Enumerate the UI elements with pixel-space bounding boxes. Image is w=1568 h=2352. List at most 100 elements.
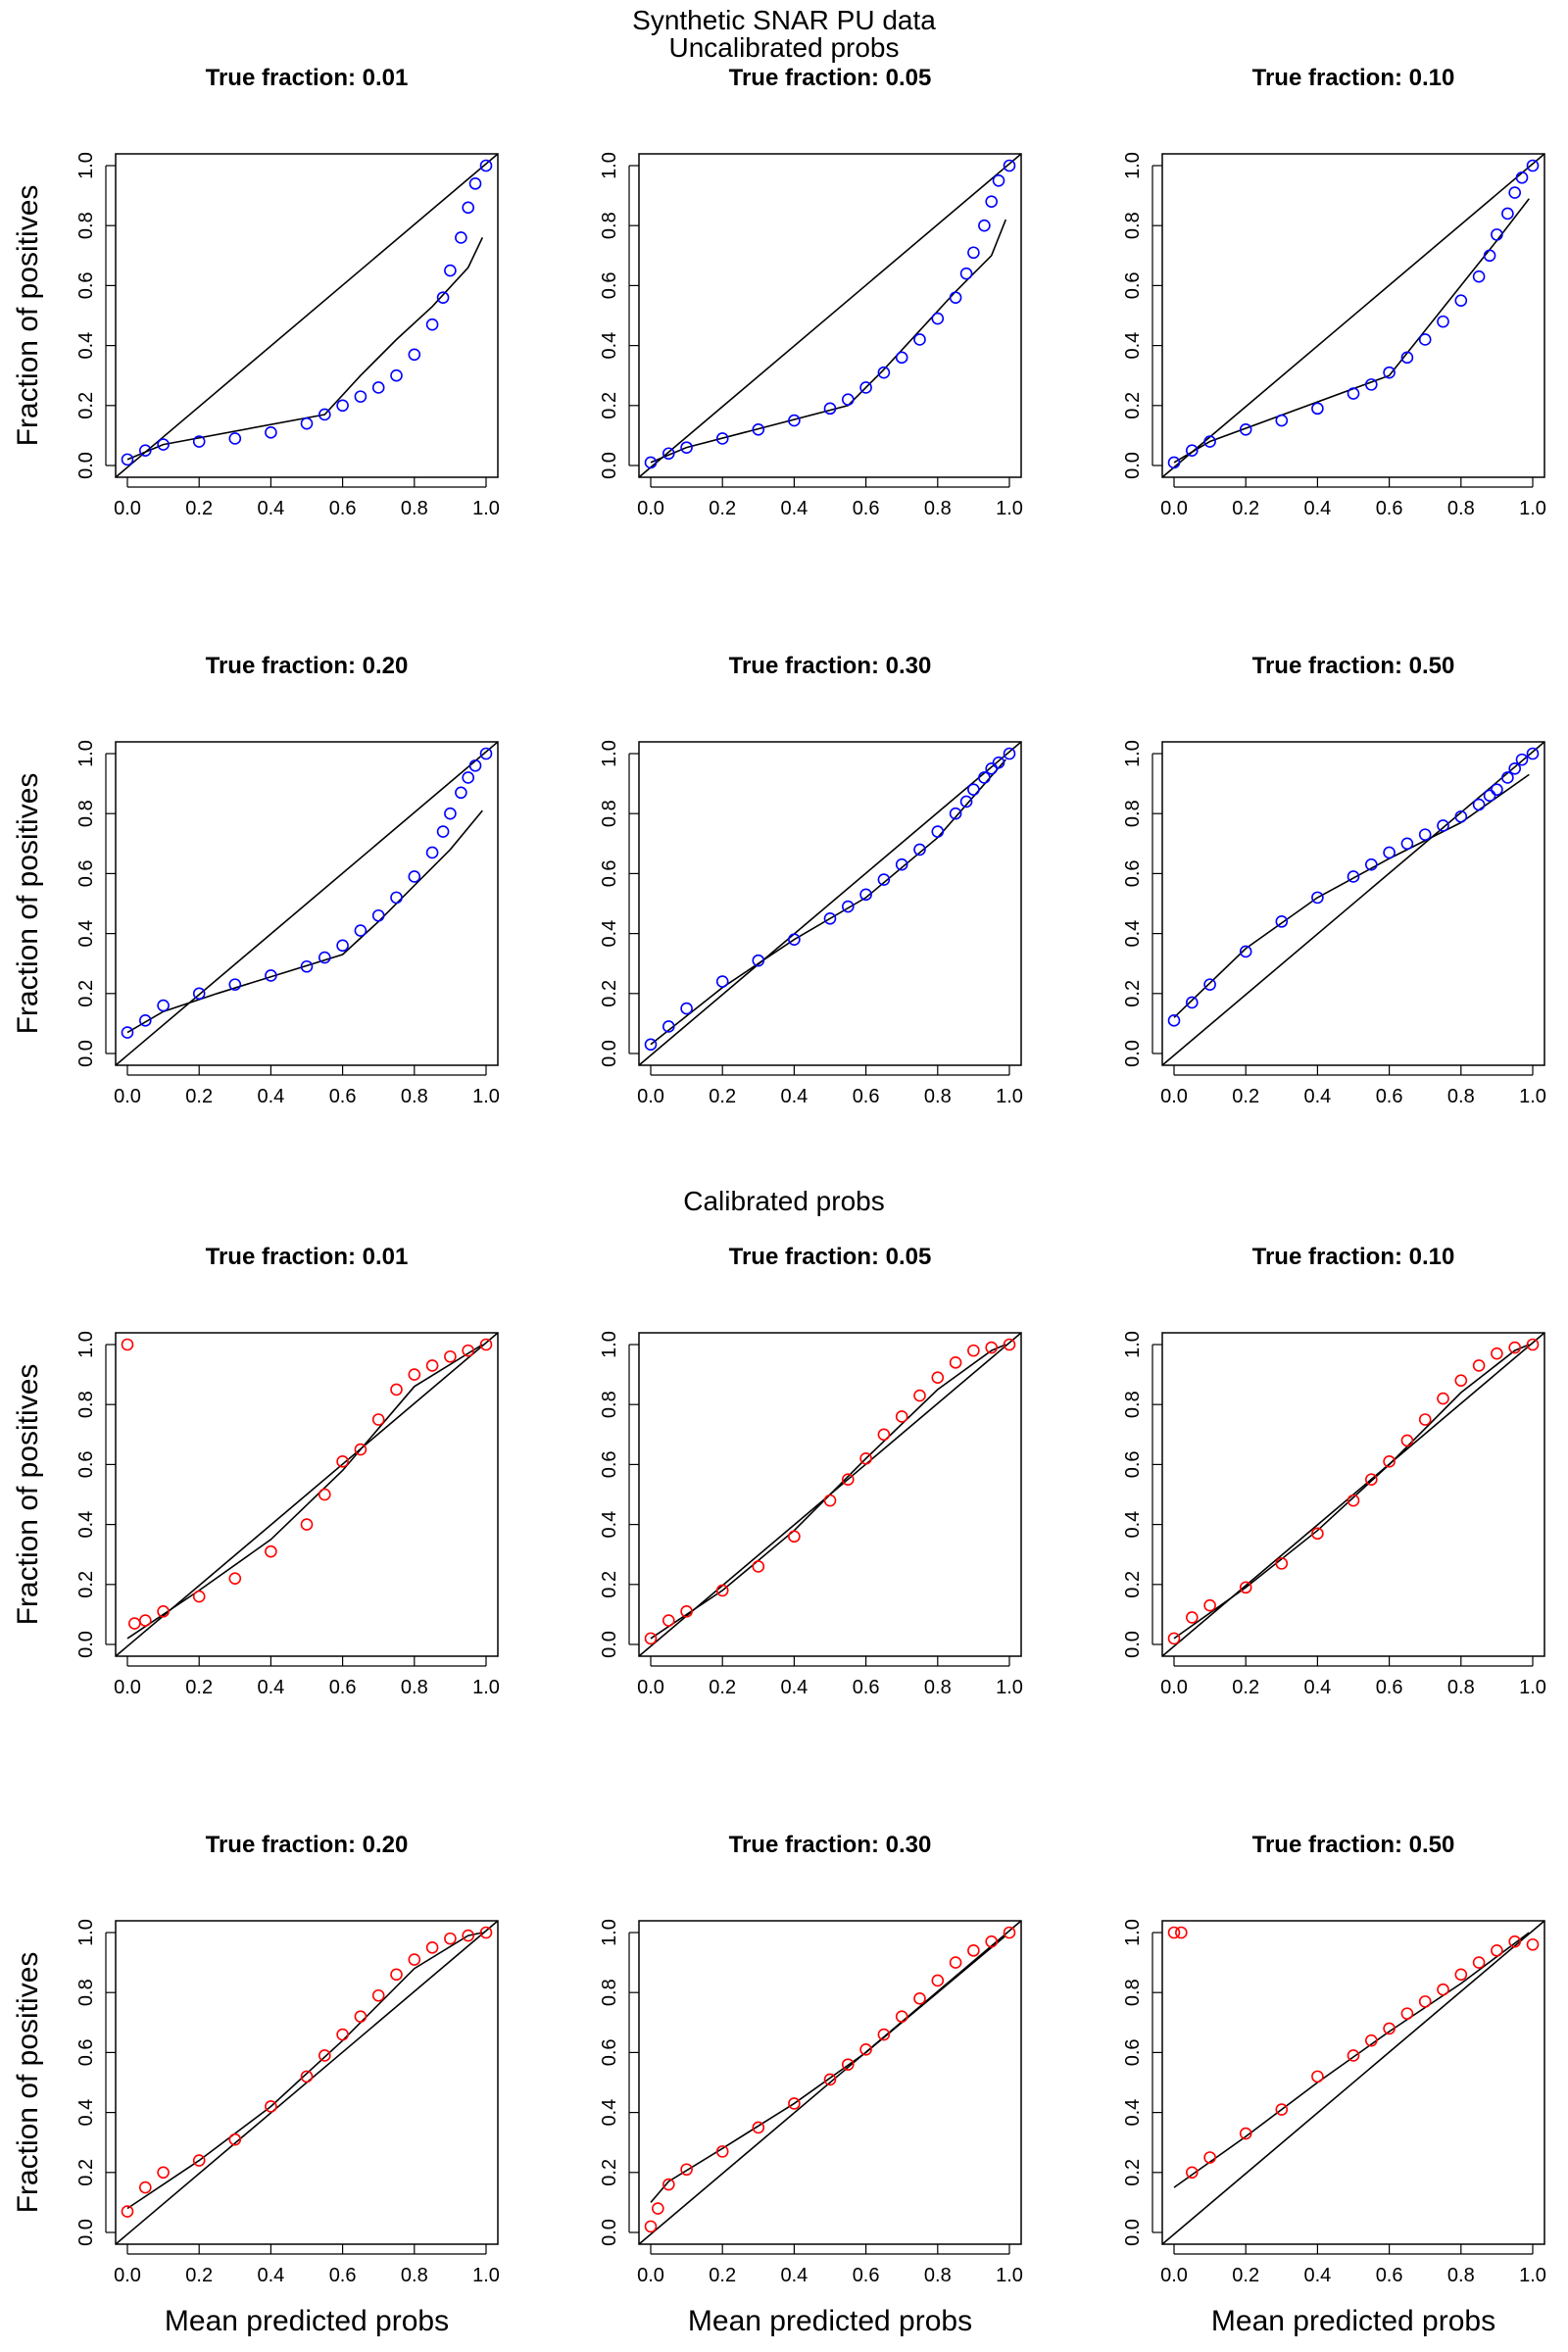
x-tick-label: 0.0 <box>637 2265 664 2286</box>
x-tick-label: 0.2 <box>1232 2265 1259 2286</box>
y-tick-label: 1.0 <box>75 152 97 179</box>
fitted-curve <box>126 237 484 461</box>
data-point <box>877 366 891 379</box>
data-point <box>752 422 765 436</box>
data-point <box>121 1338 134 1351</box>
data-point <box>895 1410 908 1423</box>
data-point <box>139 444 152 458</box>
data-point <box>978 219 991 232</box>
diagonal-reference-line <box>1161 741 1545 1066</box>
data-point <box>788 414 801 427</box>
data-point <box>992 174 1005 187</box>
data-point <box>444 264 457 277</box>
x-tick-label: 0.4 <box>780 2265 808 2286</box>
data-point <box>949 1956 962 1969</box>
data-point <box>895 351 908 365</box>
panel-title: True fraction: 0.05 <box>729 1244 932 1270</box>
data-point <box>788 933 801 947</box>
data-point <box>1418 333 1432 346</box>
y-tick-label: 0.4 <box>75 2099 97 2127</box>
y-tick-label: 0.2 <box>75 1571 97 1598</box>
data-point <box>354 2010 368 2023</box>
x-tick-label: 0.2 <box>1232 498 1259 519</box>
x-tick-label: 0.0 <box>637 1086 664 1107</box>
data-point <box>967 783 980 797</box>
y-tick-label: 0.8 <box>1122 1391 1144 1418</box>
data-point <box>1508 186 1521 199</box>
data-point <box>1311 2070 1324 2083</box>
x-tick-label: 0.8 <box>401 1677 428 1698</box>
data-point <box>265 1544 277 1558</box>
data-point <box>823 2073 837 2086</box>
data-point <box>644 2220 658 2233</box>
data-point <box>752 1560 765 1573</box>
x-axis-label: Mean predicted probs <box>165 2305 449 2337</box>
x-tick-label: 0.6 <box>329 498 357 519</box>
y-axis-label: Fraction of positives <box>12 1364 44 1626</box>
diagonal-reference-line <box>638 153 1022 478</box>
data-point <box>318 951 331 964</box>
x-tick-label: 1.0 <box>1519 1086 1546 1107</box>
data-point <box>644 456 658 469</box>
y-tick-label: 0.0 <box>1122 1631 1144 1658</box>
y-tick-label: 0.4 <box>75 332 97 360</box>
plot-frame <box>1161 1332 1545 1657</box>
data-point <box>1437 1392 1449 1405</box>
y-tick-label: 0.8 <box>599 1979 620 2006</box>
data-point <box>390 1968 403 1982</box>
fitted-curve <box>650 759 1006 1046</box>
y-tick-label: 1.0 <box>1122 152 1144 179</box>
data-point <box>644 1038 658 1052</box>
y-tick-label: 1.0 <box>75 1919 97 1946</box>
plot-frame <box>638 741 1022 1066</box>
y-tick-label: 0.4 <box>1122 2099 1144 2127</box>
data-point <box>788 1530 801 1544</box>
data-point <box>139 1014 152 1027</box>
plot-frame <box>638 1332 1022 1657</box>
plot-frame <box>1161 153 1545 478</box>
fitted-curve <box>650 1344 1006 1640</box>
data-point <box>468 177 482 190</box>
y-tick-label: 0.2 <box>1122 1571 1144 1598</box>
x-tick-label: 1.0 <box>472 2265 500 2286</box>
data-point <box>1003 1926 1016 1939</box>
panel-title: True fraction: 0.10 <box>1252 65 1455 91</box>
y-tick-label: 1.0 <box>75 740 97 767</box>
data-point <box>959 795 973 808</box>
data-point <box>895 2010 908 2023</box>
diagonal-reference-line <box>638 1920 1022 2245</box>
data-point <box>318 1488 331 1501</box>
data-point <box>680 1002 693 1015</box>
data-point <box>192 987 206 1001</box>
calibration-panel: True fraction: 0.50 0.0 0.2 0.4 0.6 0.8 1.0 0.0… <box>1122 653 1546 1107</box>
x-tick-label: 0.6 <box>853 1086 880 1107</box>
data-point <box>1186 2166 1199 2180</box>
x-tick-label: 0.6 <box>1376 498 1403 519</box>
x-tick-label: 0.4 <box>780 1677 808 1698</box>
data-point <box>436 291 450 304</box>
data-point <box>1400 837 1414 851</box>
data-point <box>1526 1937 1540 1951</box>
data-point <box>157 1605 170 1618</box>
data-point <box>841 1473 855 1486</box>
x-tick-label: 0.4 <box>1303 1086 1331 1107</box>
data-point <box>680 441 693 454</box>
data-point <box>425 1359 439 1372</box>
data-point <box>1483 249 1496 263</box>
data-point <box>1418 1995 1432 2008</box>
data-point <box>1311 891 1324 905</box>
data-point <box>959 267 973 280</box>
data-point <box>752 2121 765 2134</box>
data-point <box>462 201 475 215</box>
y-tick-label: 0.0 <box>1122 1040 1144 1067</box>
y-tick-label: 0.2 <box>599 980 620 1007</box>
x-tick-label: 0.0 <box>1160 2265 1188 2286</box>
y-tick-label: 0.0 <box>599 452 620 479</box>
data-point <box>1501 207 1514 220</box>
y-tick-label: 0.8 <box>1122 1979 1144 2006</box>
calibration-panel: True fraction: 0.20 0.0 0.2 0.4 0.6 0.8 1.0 0.0… <box>12 653 500 1107</box>
plot-frame <box>1161 1920 1545 2245</box>
data-point <box>1508 1341 1521 1354</box>
panel-title: True fraction: 0.50 <box>1252 653 1455 679</box>
